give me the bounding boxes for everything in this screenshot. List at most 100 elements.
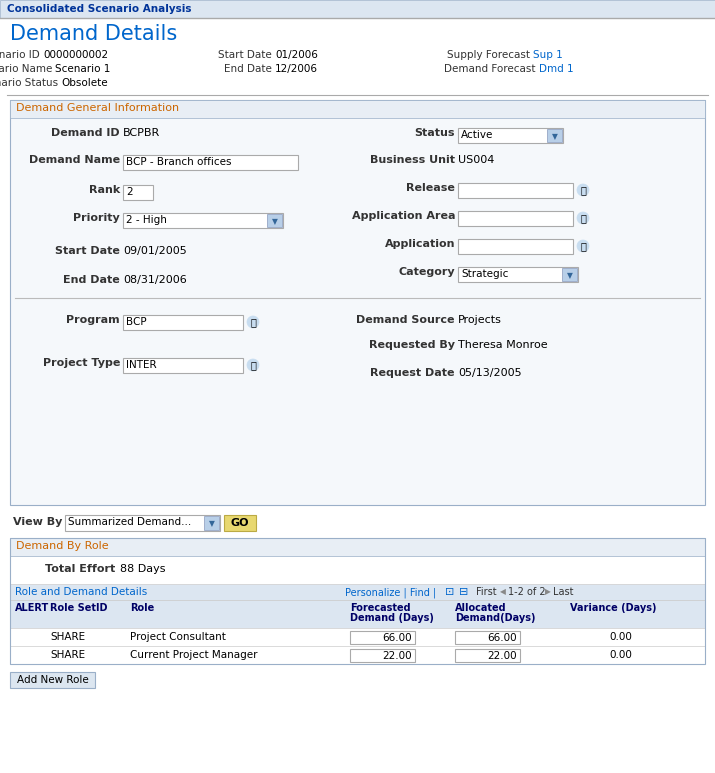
Text: Scenario ID: Scenario ID	[0, 50, 40, 60]
Text: Scenario 1: Scenario 1	[55, 64, 110, 74]
Bar	[123, 315, 243, 330]
Text: Consolidated Scenario Analysis: Consolidated Scenario Analysis	[7, 4, 192, 14]
Text: Application Area: Application Area	[352, 211, 455, 221]
Text: Supply Forecast: Supply Forecast	[447, 50, 530, 60]
Text: Category: Category	[398, 267, 455, 277]
Text: 05/13/2005: 05/13/2005	[458, 368, 522, 378]
Text: Demand General Information: Demand General Information	[16, 103, 179, 113]
Text: Demand Source: Demand Source	[357, 315, 455, 325]
Text: End Date: End Date	[224, 64, 272, 74]
Text: Demand ID: Demand ID	[51, 128, 120, 138]
Text: SHARE: SHARE	[50, 650, 85, 660]
Bar	[10, 538, 705, 664]
Text: 🔍: 🔍	[580, 185, 586, 195]
Text: Last: Last	[553, 587, 573, 597]
Text: Current Project Manager: Current Project Manager	[130, 650, 257, 660]
Bar	[10, 100, 705, 505]
Text: ▶: ▶	[545, 587, 551, 597]
Text: 88 Days: 88 Days	[120, 564, 165, 574]
Text: Dmd 1: Dmd 1	[539, 64, 573, 74]
Circle shape	[577, 240, 589, 252]
Bar	[458, 239, 573, 254]
Bar	[10, 538, 705, 556]
Text: Business Unit: Business Unit	[370, 155, 455, 165]
Bar	[10, 646, 705, 664]
Text: 🔍: 🔍	[250, 360, 256, 370]
Text: ▼: ▼	[272, 217, 278, 226]
Text: 🔍: 🔍	[580, 241, 586, 251]
Text: View By: View By	[13, 517, 62, 527]
Circle shape	[577, 184, 589, 196]
Text: ▼: ▼	[209, 519, 215, 529]
Text: ALERT: ALERT	[15, 603, 49, 613]
Bar	[204, 516, 219, 530]
Bar	[350, 649, 415, 662]
Circle shape	[577, 212, 589, 224]
Text: Role SetID: Role SetID	[50, 603, 107, 613]
Text: Rank: Rank	[89, 185, 120, 195]
Bar	[0, 0, 715, 18]
Text: Variance (Days): Variance (Days)	[570, 603, 656, 613]
Bar	[455, 649, 520, 662]
Text: Scenario Status: Scenario Status	[0, 78, 58, 88]
Text: 66.00: 66.00	[383, 633, 412, 643]
Text: BCP - Branch offices: BCP - Branch offices	[126, 157, 232, 167]
Bar	[458, 267, 578, 282]
Text: Demand Details: Demand Details	[10, 24, 177, 44]
Text: Demand(Days): Demand(Days)	[455, 613, 536, 623]
Text: Scenario Name: Scenario Name	[0, 64, 52, 74]
Bar	[350, 631, 415, 644]
Circle shape	[247, 359, 259, 371]
Text: ◀: ◀	[500, 587, 506, 597]
Bar	[10, 628, 705, 646]
Text: 08/31/2006: 08/31/2006	[123, 275, 187, 285]
Text: 0000000002: 0000000002	[43, 50, 108, 60]
Bar	[10, 100, 705, 118]
Text: 🔍: 🔍	[250, 317, 256, 327]
Text: Theresa Monroe: Theresa Monroe	[458, 340, 548, 350]
Text: 01/2006: 01/2006	[275, 50, 318, 60]
Text: Requested By: Requested By	[369, 340, 455, 350]
Text: Personalize | Find |: Personalize | Find |	[345, 587, 436, 598]
Text: INTER: INTER	[126, 360, 157, 370]
Text: BCP: BCP	[126, 317, 147, 327]
Bar	[123, 213, 283, 228]
Text: Add New Role: Add New Role	[17, 675, 89, 685]
Bar	[547, 129, 562, 142]
Text: Allocated: Allocated	[455, 603, 507, 613]
Text: 0.00: 0.00	[609, 632, 632, 642]
Text: Strategic: Strategic	[461, 269, 508, 279]
Text: 22.00: 22.00	[488, 651, 517, 661]
Text: Summarized Demand...: Summarized Demand...	[68, 517, 191, 527]
Text: Project Type: Project Type	[43, 358, 120, 368]
Bar	[562, 268, 577, 281]
Text: SHARE: SHARE	[50, 632, 85, 642]
Circle shape	[247, 316, 259, 328]
Text: 1-2 of 2: 1-2 of 2	[508, 587, 546, 597]
Bar	[455, 631, 520, 644]
Text: 2 - High: 2 - High	[126, 215, 167, 225]
Text: ▼: ▼	[552, 132, 558, 141]
Text: US004: US004	[458, 155, 494, 165]
Text: Start Date: Start Date	[55, 246, 120, 256]
Text: 2: 2	[126, 187, 132, 197]
Text: Start Date: Start Date	[218, 50, 272, 60]
Text: Active: Active	[461, 130, 493, 140]
Bar	[10, 584, 705, 600]
Text: Forecasted: Forecasted	[350, 603, 410, 613]
Text: BCPBR: BCPBR	[123, 128, 160, 138]
Text: Sup 1: Sup 1	[533, 50, 563, 60]
Text: Demand By Role: Demand By Role	[16, 541, 109, 551]
Bar	[123, 185, 153, 200]
Text: Application: Application	[385, 239, 455, 249]
Text: Project Consultant: Project Consultant	[130, 632, 226, 642]
Bar	[10, 672, 95, 688]
Text: ⊡: ⊡	[445, 587, 455, 597]
Bar	[458, 211, 573, 226]
Text: Total Effort: Total Effort	[45, 564, 115, 574]
Text: 0.00: 0.00	[609, 650, 632, 660]
Text: 🔍: 🔍	[580, 213, 586, 223]
Text: 12/2006: 12/2006	[275, 64, 318, 74]
Text: End Date: End Date	[63, 275, 120, 285]
Text: Program: Program	[66, 315, 120, 325]
